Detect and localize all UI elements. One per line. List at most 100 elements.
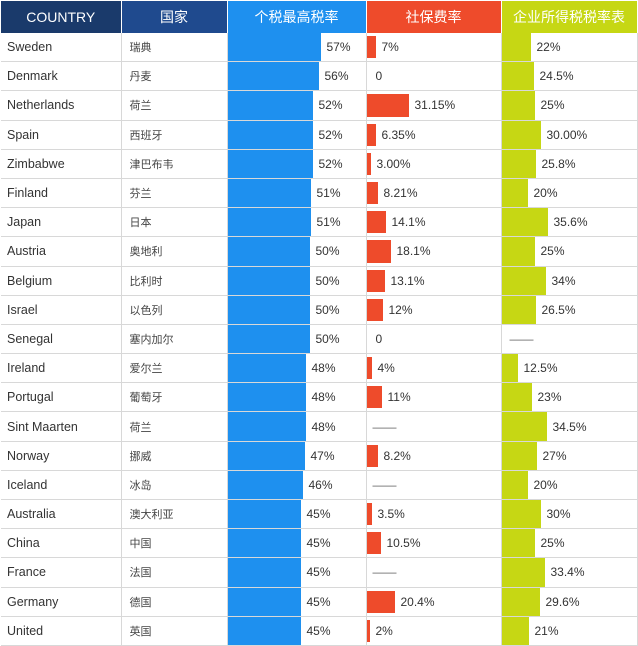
income-tax-cell: 51% [227,178,367,209]
social-security-bar [366,152,371,175]
corporate-tax-label: 23% [537,390,562,405]
social-security-cell: —— [366,470,502,501]
corporate-tax-cell: —— [501,324,638,355]
corporate-tax-cell: 25% [501,236,638,267]
country-name-cn: 以色列 [121,295,228,325]
table-row: Norway 挪威 47% 8.2% 27% [1,441,638,471]
income-tax-cell: 45% [227,528,367,559]
income-tax-label: 45% [306,536,331,551]
income-tax-cell: 48% [227,382,367,413]
income-tax-bar [227,383,306,411]
social-security-cell: 4% [366,353,502,384]
income-tax-label: 50% [315,273,340,288]
table-row: Australia 澳大利亚 45% 3.5% 30% [1,499,638,530]
corporate-tax-label: 29.6% [545,594,580,609]
income-tax-bar [227,33,321,61]
income-tax-bar [227,266,310,295]
header-country-cn: 国家 [121,1,228,33]
income-tax-cell: 50% [227,266,367,296]
corporate-tax-cell: 35.6% [501,207,638,238]
country-name-cn: 津巴布韦 [121,149,228,179]
social-security-bar [366,36,376,59]
table-row: Sint Maarten 荷兰 48% —— 34.5% [1,411,638,442]
corporate-tax-cell: 34.5% [501,411,638,442]
header-social-security: 社保费率 [366,1,502,33]
income-tax-bar [227,412,306,441]
corporate-tax-bar [501,470,528,499]
income-tax-cell: 50% [227,236,367,267]
corporate-tax-cell: 20% [501,470,638,501]
country-name-cn: 日本 [121,207,228,238]
social-security-cell: 0 [366,324,502,355]
country-name-cn: 德国 [121,587,228,617]
corporate-tax-label: 24.5% [539,69,574,84]
social-security-cell: —— [366,411,502,442]
income-tax-label: 52% [318,156,343,171]
header-country: COUNTRY [1,1,122,33]
table-row: Israel 以色列 50% 12% 26.5% [1,295,638,325]
income-tax-cell: 48% [227,411,367,442]
social-security-cell: 3.5% [366,499,502,530]
social-security-cell: 8.2% [366,441,502,471]
income-tax-label: 51% [316,186,341,201]
country-name-cn: 塞内加尔 [121,324,228,355]
income-tax-bar [227,120,313,149]
social-security-label: 0 [375,69,383,84]
social-security-label: 3.00% [376,156,411,171]
social-security-bar [366,298,383,321]
social-security-cell: 13.1% [366,266,502,296]
income-tax-label: 48% [311,390,336,405]
country-name-cn: 中国 [121,528,228,559]
country-name: France [1,557,122,588]
income-tax-cell: 57% [227,33,367,63]
corporate-tax-bar [501,62,534,90]
income-tax-bar [227,178,311,207]
income-tax-bar [227,529,301,557]
social-security-cell: 0 [366,61,502,92]
social-security-bar [366,181,378,205]
income-tax-bar [227,237,310,265]
social-security-label: 14.1% [391,215,426,230]
table-row: Iceland 冰岛 46% —— 20% [1,470,638,501]
table-row: Portugal 葡萄牙 48% 11% 23% [1,382,638,413]
income-tax-cell: 45% [227,616,367,646]
income-tax-bar [227,587,301,616]
social-security-label: 8.21% [383,186,418,201]
corporate-tax-cell: 25.8% [501,149,638,179]
corporate-tax-cell: 23% [501,382,638,413]
corporate-tax-cell: 34% [501,266,638,296]
country-name: Netherlands [1,90,122,121]
country-name-cn: 丹麦 [121,61,228,92]
table-row: Austria 奥地利 50% 18.1% 25% [1,236,638,267]
social-security-bar [366,444,378,467]
income-tax-label: 51% [316,215,341,230]
country-name: Norway [1,441,122,471]
social-security-label: 31.15% [414,98,456,113]
income-tax-bar [227,62,319,90]
country-name: China [1,528,122,559]
social-security-label: 6.35% [381,127,416,142]
social-security-cell: 7% [366,33,502,63]
corporate-tax-cell: 12.5% [501,353,638,384]
social-security-label: 8.2% [383,448,411,463]
corporate-tax-cell: 33.4% [501,557,638,588]
table-row: Sweden 瑞典 57% 7% 22% [1,33,638,63]
country-name: Australia [1,499,122,530]
social-security-label: 11% [387,390,411,405]
income-tax-bar [227,441,305,470]
table-row: Belgium 比利时 50% 13.1% 34% [1,266,638,296]
social-security-bar [366,94,409,117]
social-security-cell: 3.00% [366,149,502,179]
country-name: Sweden [1,33,122,63]
income-tax-label: 48% [311,361,336,376]
social-security-bar [366,357,372,380]
income-tax-label: 57% [326,40,351,55]
corporate-tax-cell: 22% [501,33,638,63]
header-corporate-tax: 企业所得税税率表 [501,1,638,33]
income-tax-cell: 45% [227,499,367,530]
income-tax-cell: 51% [227,207,367,238]
corporate-tax-label: 30.00% [546,127,588,142]
social-security-cell: 18.1% [366,236,502,267]
table-row: Netherlands 荷兰 52% 31.15% 25% [1,90,638,121]
corporate-tax-label: 35.6% [553,215,588,230]
